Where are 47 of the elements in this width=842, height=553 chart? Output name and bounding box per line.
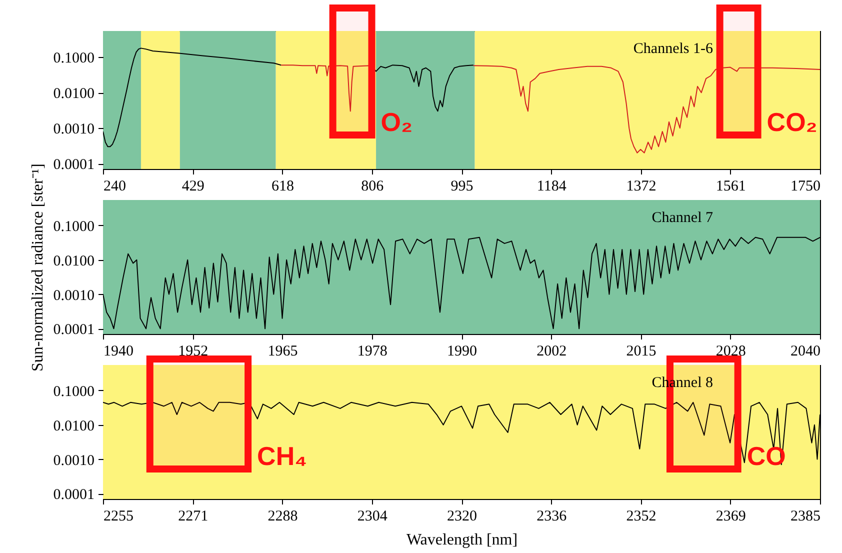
x-tick-label: 1965 [268,344,298,360]
x-tick-label: 2385 [790,508,820,524]
x-tick-label: 2352 [626,508,656,524]
y-tick-label: 0.1000 [53,218,94,235]
x-tick-label: 2271 [178,508,208,524]
x-tick-label: 240 [104,178,126,194]
y-tick-label: 0.0100 [53,418,94,434]
x-tick-label: 1750 [790,178,820,194]
y-tick-label: 0.0001 [53,487,94,504]
y-tick-label: 0.1000 [53,384,94,400]
x-tick-label: 2288 [268,508,298,524]
y-tick-label: 0.0001 [53,157,94,174]
x-tick-label: 1952 [178,344,208,360]
x-tick-label: 2002 [536,344,567,360]
x-tick-label: 618 [272,178,294,194]
x-tick-label: 429 [182,178,204,194]
band-label: CH₄ [257,441,308,471]
x-tick-label: 2040 [790,344,820,360]
y-axis-title: Sun-normalized radiance [ster⁻¹] [29,164,46,372]
x-tick-label: 1990 [447,344,477,360]
text: Channels 1-6 [633,41,714,57]
x-tick-label: 2369 [716,508,746,524]
band-label: CO₂ [766,107,818,137]
y-tick-label: 0.0100 [53,253,94,270]
y-tick-label: 0.0010 [53,288,94,304]
x-tick-label: 1940 [104,344,134,360]
y-tick-label: 0.0100 [53,86,94,102]
y-tick-label: 0.0010 [53,122,94,138]
x-tick-label: 2320 [447,508,477,524]
x-tick-label: 995 [450,178,474,194]
x-tick-label: 806 [361,178,384,194]
x-tick-label: 1184 [536,178,567,194]
x-tick-label: 2304 [357,508,388,524]
x-tick-label: 1372 [626,178,656,194]
x-tick-label: 2255 [104,508,134,524]
x-axis-title: Wavelength [nm] [406,532,518,548]
x-tick-label: 2015 [626,344,656,360]
x-tick-label: 1978 [357,344,388,360]
band-label: O₂ [380,107,413,137]
line-series [472,65,820,154]
x-tick-label: 2336 [536,508,568,524]
x-tick-label: 1561 [716,178,746,194]
y-tick-label: 0.0010 [53,452,94,469]
y-tick-label: 0.1000 [53,50,94,67]
y-tick-label: 0.0001 [53,322,94,338]
text: Channel 7 [652,210,714,226]
line-series [103,48,282,148]
